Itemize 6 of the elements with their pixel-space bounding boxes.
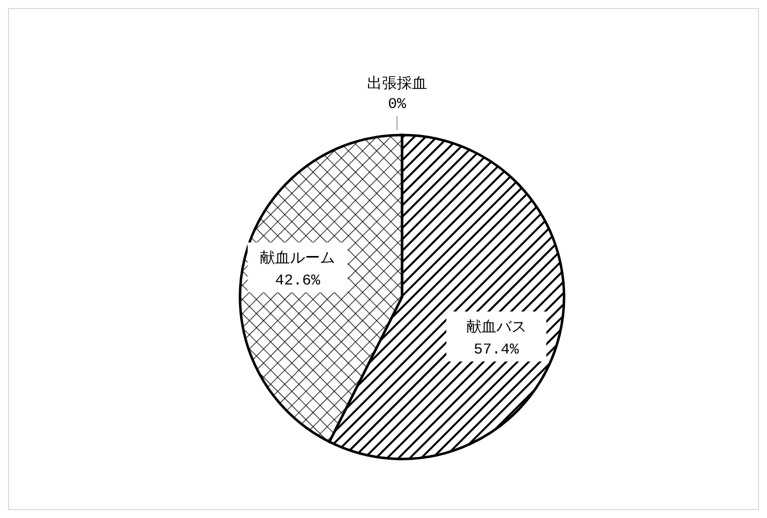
data-label: 57.4% xyxy=(474,342,520,359)
slice-label: 献血ルーム xyxy=(260,249,336,268)
slice-label: 献血バス xyxy=(466,318,526,337)
text: 0% xyxy=(388,96,406,113)
category-label: 出張採血 xyxy=(367,76,427,93)
data-label: 42.6% xyxy=(275,272,322,290)
